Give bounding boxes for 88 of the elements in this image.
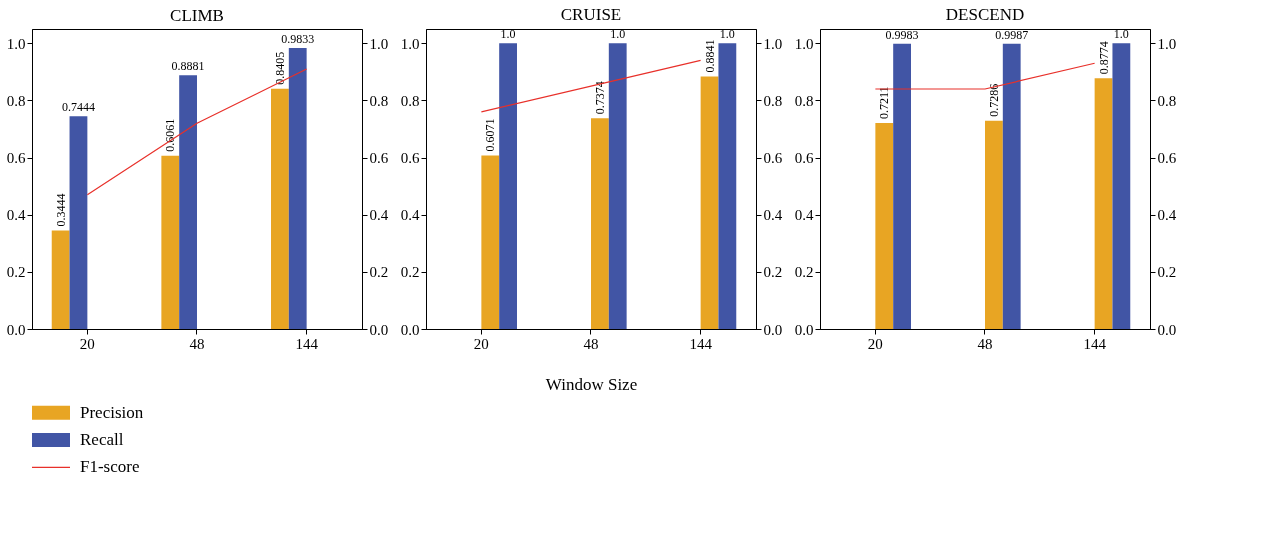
data-label: 0.9833: [281, 32, 315, 47]
data-label: 1.0: [610, 27, 626, 42]
y-tick-label: 0.2: [400, 264, 420, 281]
x-tick-label: 48: [583, 335, 599, 352]
data-label: 0.9987: [995, 27, 1029, 42]
x-tick-label: 144: [689, 335, 713, 352]
bar: [1112, 43, 1131, 329]
chart-title: DESCEND: [945, 5, 1025, 25]
bar: [69, 116, 88, 329]
bar: [700, 76, 719, 329]
y-tick-label: 0.8: [6, 92, 26, 109]
y2-tick-label: 0.6: [1157, 150, 1177, 167]
x-tick-label: 144: [1083, 335, 1107, 352]
y-tick-label: 0.0: [794, 321, 814, 338]
y-tick-label: 0.2: [6, 264, 26, 281]
data-label: 0.7444: [61, 100, 95, 115]
data-label: 0.8881: [171, 59, 205, 74]
data-label: 0.8774: [1096, 41, 1111, 75]
y-tick-label: 1.0: [794, 35, 814, 52]
y2-tick-label: 0.6: [763, 150, 783, 167]
data-label: 0.6071: [483, 118, 498, 152]
bar: [591, 118, 609, 329]
x-axis-title: Window Size: [545, 374, 638, 394]
bar: [1094, 78, 1113, 329]
y-tick-label: 0.0: [6, 321, 26, 338]
y2-tick-label: 0.8: [369, 92, 389, 109]
bar: [875, 122, 894, 329]
x-tick-label: 20: [473, 335, 489, 352]
y2-tick-label: 0.8: [1157, 92, 1177, 109]
y2-tick-label: 0.4: [369, 207, 389, 224]
bar: [161, 155, 180, 329]
x-tick-label: 48: [977, 335, 993, 352]
x-tick-label: 20: [867, 335, 883, 352]
y-tick-label: 1.0: [400, 35, 420, 52]
y2-tick-label: 1.0: [763, 35, 783, 52]
y2-tick-label: 0.2: [763, 264, 783, 281]
chart-title: CRUISE: [560, 5, 622, 25]
legend-label: Precision: [80, 402, 144, 422]
data-label: 0.7286: [986, 83, 1001, 117]
y2-tick-label: 0.4: [1157, 207, 1177, 224]
data-label: 1.0: [1113, 27, 1129, 42]
y2-tick-label: 0.4: [763, 207, 783, 224]
y2-tick-label: 0.0: [763, 321, 783, 338]
y2-tick-label: 1.0: [369, 35, 389, 52]
data-label: 0.8841: [702, 39, 717, 73]
y-tick-label: 0.8: [400, 92, 420, 109]
data-label: 0.9983: [885, 27, 919, 42]
data-label: 0.7211: [877, 86, 892, 119]
bar: [985, 120, 1003, 329]
y-tick-label: 0.6: [400, 150, 420, 167]
bar: [499, 43, 517, 329]
y-tick-label: 0.8: [794, 92, 814, 109]
chart-title: CLIMB: [170, 6, 224, 25]
bar: [481, 155, 500, 329]
bar: [179, 75, 197, 329]
legend-label: Recall: [80, 430, 124, 449]
x-tick-label: 20: [79, 335, 95, 352]
data-label: 1.0: [500, 27, 516, 42]
bar: [1002, 43, 1021, 329]
data-label: 0.6061: [163, 118, 178, 152]
y-tick-label: 0.4: [794, 207, 814, 224]
bar: [271, 88, 289, 329]
y2-tick-label: 0.2: [369, 264, 389, 281]
y2-tick-label: 0.2: [1157, 264, 1177, 281]
y2-tick-label: 0.6: [369, 150, 389, 167]
bar: [893, 43, 911, 329]
y2-tick-label: 0.0: [1157, 321, 1177, 338]
y-tick-label: 0.0: [400, 321, 420, 338]
x-tick-label: 48: [189, 335, 205, 352]
x-tick-label: 144: [295, 335, 319, 352]
data-label: 0.7374: [592, 81, 607, 115]
y-tick-label: 1.0: [6, 35, 26, 52]
data-label: 0.8405: [272, 51, 287, 85]
y-tick-label: 0.6: [6, 150, 26, 167]
legend-label: F1-score: [80, 457, 140, 477]
data-label: 0.3444: [53, 193, 68, 227]
bar: [718, 43, 737, 329]
bar: [608, 43, 627, 329]
y-tick-label: 0.4: [400, 207, 420, 224]
y2-tick-label: 0.8: [763, 92, 783, 109]
y-tick-label: 0.2: [794, 264, 814, 281]
y2-tick-label: 0.0: [369, 321, 389, 338]
bar: [288, 48, 307, 329]
data-label: 1.0: [719, 27, 735, 42]
bar: [51, 230, 70, 329]
y-tick-label: 0.6: [794, 150, 814, 167]
y2-tick-label: 1.0: [1157, 35, 1177, 52]
y-tick-label: 0.4: [6, 207, 26, 224]
